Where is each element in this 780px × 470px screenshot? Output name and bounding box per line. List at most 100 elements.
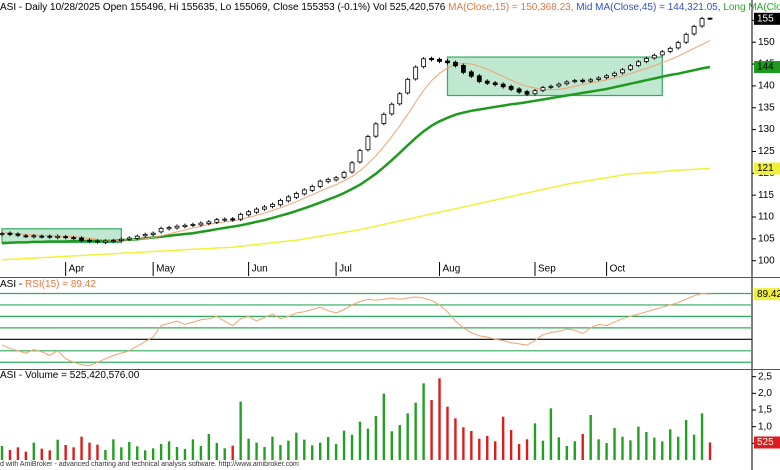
volume-bar <box>669 429 672 460</box>
volume-bar <box>271 436 274 460</box>
y-tick-label: 125 <box>758 146 775 157</box>
x-tick-label: Jun <box>252 264 268 275</box>
volume-bar <box>64 445 67 460</box>
volume-bar <box>501 416 505 460</box>
volume-bar <box>295 432 298 460</box>
volume-bar <box>319 442 322 460</box>
candle-body <box>63 236 69 239</box>
last-value-box <box>754 61 780 74</box>
candle-body <box>118 238 124 242</box>
volume-bar <box>263 447 266 460</box>
volume-bar <box>326 437 330 460</box>
volume-bar <box>151 448 155 460</box>
volume-bar <box>486 436 489 460</box>
volume-bar <box>430 400 433 460</box>
volume-bar <box>0 446 4 460</box>
candle-body <box>254 208 259 213</box>
volume-bar <box>438 378 441 460</box>
y-tick-label: 2,5 <box>758 371 772 382</box>
candle-body <box>95 240 100 243</box>
y-tick-label: 105 <box>758 233 775 244</box>
volume-bar <box>40 448 43 460</box>
candle-body <box>389 103 395 115</box>
candle-body <box>516 88 522 93</box>
candle-body <box>580 79 586 82</box>
candle-body <box>667 47 673 52</box>
candle-body <box>31 235 37 238</box>
candle-body <box>437 58 442 62</box>
candle-body <box>87 239 92 242</box>
volume-bar <box>462 427 465 460</box>
last-value-label: 144 <box>757 62 774 73</box>
candle-body <box>150 232 156 235</box>
candle-body <box>206 221 212 224</box>
legend-value: = 150,368.23, <box>512 2 573 13</box>
volume-bar <box>390 431 393 460</box>
volume-bar <box>653 437 656 460</box>
candle-body <box>699 18 705 27</box>
volume-bar <box>231 445 234 460</box>
y-tick-label: 2,0 <box>758 388 772 399</box>
volume-bar <box>120 447 123 460</box>
volume-bar <box>279 445 282 460</box>
candle-body <box>373 123 379 137</box>
volume-bar <box>708 442 712 460</box>
volume-bar <box>454 418 457 460</box>
volume-bar <box>223 448 226 460</box>
candle-body <box>230 218 236 221</box>
volume-bar <box>382 393 386 460</box>
volume-bar <box>8 450 12 460</box>
candle-body <box>445 60 450 64</box>
volume-bar <box>478 438 481 460</box>
volume-bar <box>494 441 497 460</box>
volume-bar <box>398 425 401 460</box>
candle-body <box>333 177 339 181</box>
candle-body <box>325 179 331 183</box>
header-title: ASI - Volume = 525,420,576.00 <box>0 370 140 381</box>
candle-body <box>15 233 21 236</box>
volume-bar <box>311 445 314 460</box>
volume-bar <box>621 436 624 460</box>
volume-bar <box>136 446 139 460</box>
candle-body <box>548 85 554 88</box>
candle-body <box>628 65 633 70</box>
candle-body <box>365 136 371 151</box>
last-value-label: 155 <box>757 13 774 24</box>
volume-bar <box>24 451 28 460</box>
volume-bar <box>446 406 449 460</box>
volume-bar <box>605 443 608 460</box>
candle-body <box>691 26 697 35</box>
candle-body <box>55 235 61 238</box>
candle-body <box>500 83 506 88</box>
last-value-box <box>754 12 780 25</box>
candle-body <box>643 57 649 62</box>
candle-body <box>39 235 45 238</box>
candle-body <box>413 66 419 80</box>
volume-bar <box>684 420 688 460</box>
candle-body <box>341 172 347 178</box>
volume-bar <box>422 383 425 460</box>
volume-bar <box>581 434 584 460</box>
candle-body <box>381 113 387 124</box>
candle-body <box>166 227 172 230</box>
x-tick-label: Sep <box>538 264 556 275</box>
candle-body <box>71 237 76 239</box>
volume-bar <box>629 440 632 460</box>
candle-body <box>397 93 403 105</box>
candle-body <box>309 186 315 191</box>
volume-bar <box>470 431 473 460</box>
volume-bar <box>358 421 362 460</box>
volume-bar <box>207 434 211 460</box>
candle-body <box>659 51 665 56</box>
legend-name: MA(Close,15) <box>448 2 509 13</box>
candle-body <box>214 219 220 223</box>
last-value-box <box>754 162 780 175</box>
candle-body <box>238 213 244 220</box>
candle-body <box>636 61 641 66</box>
candle-body <box>468 71 474 77</box>
candle-body <box>572 80 578 83</box>
volume-bar <box>96 444 99 460</box>
candle-body <box>707 17 713 20</box>
candle-body <box>158 227 164 233</box>
candle-body <box>126 237 132 240</box>
